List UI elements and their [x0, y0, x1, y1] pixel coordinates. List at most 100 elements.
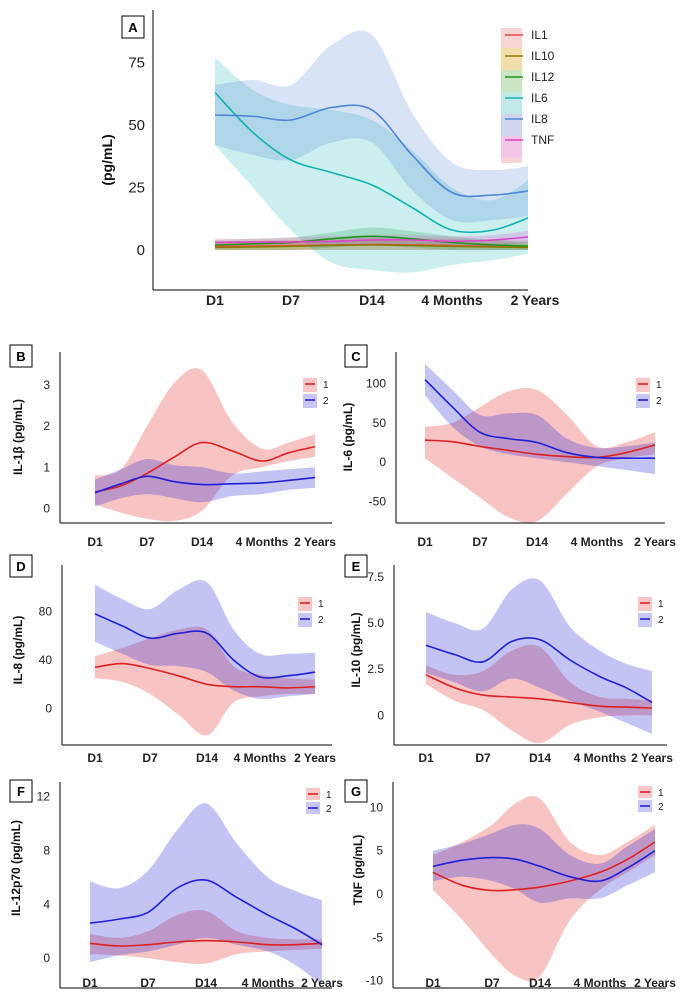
- series-line-f-2: [89, 878, 323, 946]
- y-tick-label: 40: [39, 653, 53, 667]
- series-line-d-2: [94, 613, 316, 679]
- panel-letter-box: [9, 344, 33, 368]
- x-tick-label: D14: [195, 976, 217, 990]
- y-tick-label: 0: [379, 455, 386, 469]
- x-tick-label: D1: [87, 751, 103, 765]
- panel-g: -10 -5 0 5 10 D1 D7 D14 4 Months 2 Years TNF (pg/m…: [344, 779, 676, 990]
- legend-label: 2: [658, 802, 664, 813]
- legend-label: 1: [658, 599, 664, 610]
- y-tick-label: 25: [128, 180, 145, 197]
- legend: 12: [305, 786, 332, 816]
- legend: 12: [297, 595, 324, 629]
- y-tick-label: -5: [372, 930, 383, 944]
- x-tick-label: 4 Months: [236, 535, 289, 549]
- plot-area: [94, 368, 316, 522]
- y-tick-label: 5: [376, 844, 383, 858]
- x-tick-label: 4 Months: [242, 976, 295, 990]
- x-tick-label: 4 Months: [574, 751, 627, 765]
- plot-area: [89, 803, 323, 985]
- panel-letter: E: [352, 559, 361, 574]
- x-tick-label: 2 Years: [511, 292, 560, 308]
- legend-label: 2: [323, 396, 329, 407]
- legend: 12: [635, 376, 662, 410]
- series-line-b-2: [94, 475, 316, 494]
- x-tick-label: 2 Years: [634, 976, 676, 990]
- legend-label: 2: [326, 804, 332, 815]
- y-axis-label: IL-8 (pg/mL): [11, 616, 25, 685]
- legend-label: IL8: [531, 112, 548, 126]
- series-line-a-tnf: [214, 236, 528, 244]
- x-tick-label: D7: [472, 535, 488, 549]
- band-e-2: [426, 578, 652, 734]
- legend-swatch: [303, 394, 317, 408]
- plot-area: [214, 30, 528, 273]
- legend-swatch: [638, 613, 652, 627]
- x-tick-label: 2 Years: [631, 751, 673, 765]
- y-tick-label: 7.5: [367, 570, 384, 584]
- panel-letter-box: [344, 344, 368, 368]
- legend-band: [501, 70, 522, 92]
- x-tick-label: D7: [142, 751, 158, 765]
- y-tick-label: 5.0: [367, 616, 384, 630]
- band-e-1: [426, 644, 652, 744]
- x-tick-label: D14: [359, 292, 385, 308]
- x-tick-label: D1: [87, 535, 103, 549]
- band-d-1: [95, 626, 315, 736]
- y-tick-label: 50: [128, 117, 145, 134]
- y-tick-label: -50: [369, 494, 387, 508]
- legend: 12: [302, 376, 329, 410]
- legend-swatch: [636, 378, 650, 392]
- y-axis-label: TNF (pg/mL): [351, 835, 365, 906]
- series-line-f-1: [89, 939, 323, 947]
- x-tick-label: D1: [82, 976, 98, 990]
- band-a-il6: [215, 57, 528, 273]
- y-tick-label: 0: [43, 502, 50, 516]
- legend-swatch: [303, 378, 317, 392]
- legend-band: [501, 48, 522, 70]
- y-tick-label: 3: [43, 378, 50, 392]
- x-tick-label: 2 Years: [294, 535, 336, 549]
- panel-letter: A: [128, 20, 138, 35]
- panel-e: 0 2.5 5.0 7.5 D1 D7 D14 4 Months 2 Years IL-10 (p…: [344, 554, 673, 765]
- x-tick-label: 4 Months: [421, 292, 483, 308]
- legend-label: 1: [658, 788, 664, 799]
- legend-label: IL1: [531, 28, 548, 42]
- panel-letter: C: [351, 349, 361, 364]
- plot-area: [94, 579, 316, 736]
- x-tick-label: D14: [529, 751, 551, 765]
- y-tick-label: 1: [43, 460, 50, 474]
- legend-label: IL6: [531, 91, 548, 105]
- series-line-a-il6: [214, 91, 528, 234]
- panel-letter-box: [9, 779, 33, 803]
- legend-band: [501, 136, 522, 158]
- legend-label: 1: [656, 380, 662, 391]
- series-line-g-2: [432, 850, 656, 883]
- legend: 12: [637, 595, 664, 629]
- legend-label: TNF: [531, 133, 554, 147]
- y-tick-label: 8: [43, 844, 50, 858]
- band-a-il8: [215, 30, 528, 223]
- legend-band: [501, 92, 522, 114]
- x-tick-label: D7: [484, 976, 500, 990]
- series-line-a-il8: [214, 104, 528, 198]
- panel-letter: B: [16, 349, 25, 364]
- y-tick-label: 0: [137, 242, 145, 259]
- x-tick-label: D1: [425, 976, 441, 990]
- x-tick-label: D1: [206, 292, 224, 308]
- series-line-d-1: [94, 662, 316, 689]
- x-tick-label: 2 Years: [294, 751, 336, 765]
- legend-swatch: [298, 597, 312, 611]
- legend-label: 2: [318, 615, 324, 626]
- y-tick-label: -10: [366, 974, 384, 988]
- x-tick-label: 4 Months: [571, 535, 624, 549]
- x-tick-label: D14: [191, 535, 213, 549]
- panel-a: 0 25 50 75 D1 D7 D14 4 Months 2 Years (pg/mL) A IL1…: [99, 10, 560, 308]
- y-axis-label: IL-6 (pg/mL): [341, 403, 355, 472]
- band-d-2: [95, 579, 315, 700]
- series-line-e-1: [425, 674, 653, 709]
- panel-letter-box: [121, 15, 145, 39]
- y-tick-label: 0: [43, 951, 50, 965]
- y-tick-label: 12: [37, 790, 51, 804]
- series-line-a-il10: [214, 244, 528, 249]
- x-tick-label: D1: [418, 751, 434, 765]
